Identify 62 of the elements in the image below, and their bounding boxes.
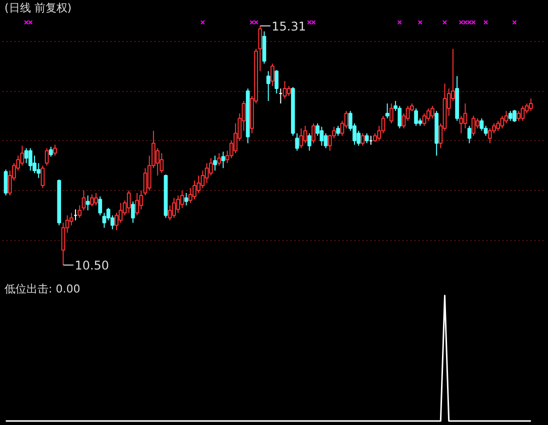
candlestick	[299, 128, 304, 149]
candlestick	[336, 125, 340, 136]
candlestick	[61, 222, 66, 266]
candlestick	[307, 132, 312, 152]
candlestick	[516, 110, 521, 122]
candlestick	[320, 126, 324, 146]
candlestick	[472, 115, 476, 136]
candlestick	[4, 169, 8, 196]
candlestick	[520, 105, 525, 122]
candlestick	[463, 102, 468, 129]
candlestick	[28, 148, 32, 172]
candlestick	[312, 122, 316, 144]
candlestick	[508, 110, 512, 122]
candlestick	[426, 108, 430, 122]
candlestick	[422, 112, 426, 126]
candlestick	[184, 192, 188, 206]
candlestick	[500, 115, 504, 129]
candlestick	[48, 146, 53, 158]
candlestick	[53, 144, 57, 156]
candlestick	[213, 155, 217, 172]
candlestick	[98, 196, 102, 216]
candlestick	[430, 105, 434, 119]
candlestick	[496, 120, 500, 132]
candlestick	[480, 118, 484, 132]
candlestick	[135, 192, 139, 216]
chart-title: (日线 前复权)	[4, 2, 72, 14]
candlestick	[143, 168, 148, 196]
candlestick	[44, 148, 49, 166]
candlestick	[102, 212, 106, 228]
candlestick	[180, 190, 184, 208]
candlestick	[90, 194, 94, 207]
candlestick	[200, 170, 205, 188]
candlestick	[94, 192, 98, 206]
candlestick	[24, 148, 28, 164]
candlestick	[204, 162, 209, 184]
candlestick	[131, 200, 135, 224]
candlestick	[385, 102, 390, 119]
candlestick	[270, 63, 274, 87]
candlestick	[86, 194, 90, 211]
candlestick	[126, 190, 131, 214]
candlestick	[414, 108, 418, 126]
candlestick	[488, 128, 492, 144]
candlestick	[389, 102, 394, 124]
candlestick	[459, 115, 464, 134]
candlestick	[221, 151, 226, 169]
candlestick	[282, 80, 287, 99]
candlestick	[504, 110, 508, 124]
candlestick	[528, 98, 533, 112]
candlestick	[398, 105, 402, 129]
candlestick	[467, 125, 472, 144]
candlestick	[512, 109, 516, 122]
candlestick	[274, 70, 278, 94]
chart-title: 低位出击: 0.00	[4, 282, 80, 296]
annotation: 10.50	[74, 258, 110, 273]
candlestick	[266, 70, 270, 102]
candlestick	[286, 86, 291, 96]
candlestick	[20, 145, 24, 166]
candlestick	[40, 165, 45, 188]
candlestick	[295, 132, 299, 152]
candlestick	[217, 152, 222, 166]
candlestick	[172, 197, 176, 218]
annotation: 15.31	[272, 19, 306, 34]
